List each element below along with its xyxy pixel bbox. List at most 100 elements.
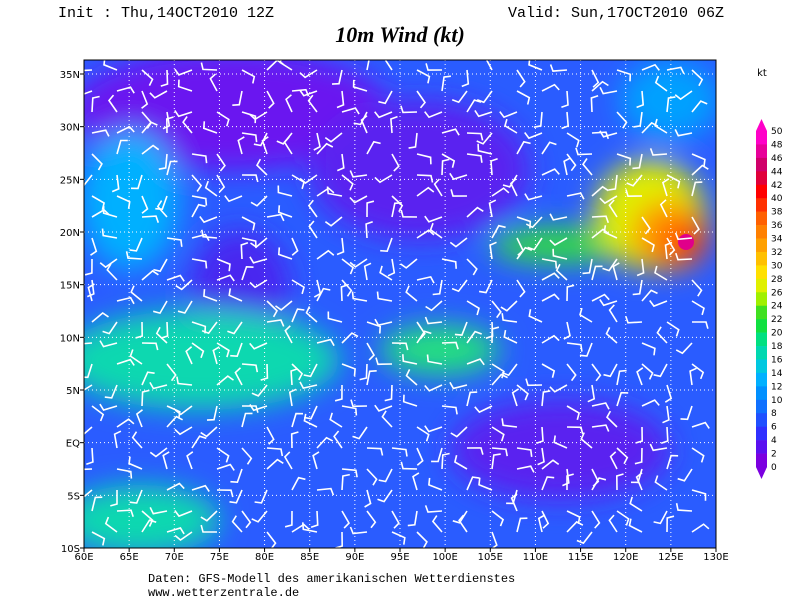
wind-barb xyxy=(400,105,418,114)
wind-barb xyxy=(166,237,183,247)
wind-barb xyxy=(141,121,158,134)
wind-barb xyxy=(616,153,632,166)
wind-barb xyxy=(478,279,493,294)
wind-barb xyxy=(691,523,710,533)
wind-barb xyxy=(266,426,275,445)
wind-barb xyxy=(541,168,560,176)
colorbar-label: 14 xyxy=(771,369,783,379)
wind-barb xyxy=(84,174,93,187)
wind-barb xyxy=(341,510,350,529)
lon-label: 95E xyxy=(390,552,409,563)
wind-barb xyxy=(141,144,160,155)
wind-barb xyxy=(591,131,610,140)
wind-barb xyxy=(516,517,528,533)
wind-barb xyxy=(166,527,185,535)
wind-barb xyxy=(616,69,632,82)
lon-label: 90E xyxy=(345,552,364,563)
wind-barb xyxy=(324,216,343,227)
wind-barb xyxy=(566,192,585,200)
wind-barb xyxy=(363,262,372,281)
valid-time: Valid: Sun,17OCT2010 06Z xyxy=(508,5,724,22)
wind-barb xyxy=(334,384,343,402)
wind-barb xyxy=(416,447,424,466)
wind-barb xyxy=(499,111,518,119)
wind-barb xyxy=(516,384,529,401)
wind-barb xyxy=(537,447,545,466)
wind-barb xyxy=(441,452,450,470)
wind-barb xyxy=(641,237,655,253)
wind-barb xyxy=(566,284,575,302)
wind-barb xyxy=(433,178,443,197)
wind-barb xyxy=(591,80,609,92)
wind-barb xyxy=(400,258,418,269)
wind-barb xyxy=(349,170,368,178)
wind-barb xyxy=(313,132,321,151)
wind-barb xyxy=(641,342,656,356)
wind-barb xyxy=(537,514,546,533)
wind-barb xyxy=(141,342,159,351)
wind-barb xyxy=(666,237,676,256)
colorbar-label: 36 xyxy=(771,221,783,231)
wind-barb xyxy=(307,94,318,113)
wind-barb xyxy=(374,404,393,412)
wind-barb xyxy=(603,363,618,378)
wind-barb xyxy=(359,363,368,381)
colorbar-swatch xyxy=(756,332,767,347)
wind-barb xyxy=(449,237,468,248)
wind-barb xyxy=(549,64,568,72)
wind-barb xyxy=(491,224,506,239)
wind-barb xyxy=(149,507,168,515)
footer-source: Daten: GFS-Modell des amerikanischen Wet… xyxy=(148,572,515,586)
wind-barb xyxy=(566,342,583,352)
wind-barb xyxy=(488,199,497,218)
wind-barb xyxy=(241,447,253,465)
wind-barb xyxy=(116,139,128,155)
wind-barb xyxy=(582,258,593,275)
wind-barb xyxy=(84,69,93,72)
wind-barb xyxy=(102,321,118,335)
wind-barb xyxy=(691,421,710,429)
wind-barb xyxy=(527,237,543,251)
wind-barb xyxy=(416,90,427,109)
wind-barb xyxy=(116,358,135,366)
wind-barb xyxy=(230,342,243,358)
wind-barb xyxy=(279,60,293,71)
wind-field xyxy=(84,60,716,548)
wind-barb xyxy=(84,363,93,379)
wind-barb xyxy=(374,174,393,184)
colorbar-label: 28 xyxy=(771,275,783,285)
wind-barb xyxy=(260,363,269,381)
wind-barb xyxy=(502,174,518,188)
colorbar-label: 18 xyxy=(771,342,783,352)
colorbar-swatch xyxy=(756,198,767,212)
wind-barb xyxy=(391,510,400,529)
init-time: Init : Thu,14OCT2010 12Z xyxy=(58,5,274,22)
wind-barb xyxy=(666,321,680,337)
wind-barb xyxy=(549,384,568,393)
colorbar-label: 4 xyxy=(771,436,777,446)
wind-barb xyxy=(602,258,618,272)
colorbar-swatch xyxy=(756,453,767,468)
wind-barb xyxy=(241,265,254,281)
wind-barb xyxy=(165,116,174,134)
wind-barb xyxy=(155,326,168,344)
wind-barb xyxy=(591,69,600,88)
wind-barb xyxy=(432,279,443,296)
wind-barb xyxy=(615,473,624,491)
lon-labels: 60E 65E 70E 75E 80E 85E 90E 95E 100E 105E 110E 115E… xyxy=(74,548,729,563)
wind-barb xyxy=(191,342,205,359)
wind-barb xyxy=(524,132,543,140)
lat-label: 35N xyxy=(60,70,80,81)
wind-barb xyxy=(307,199,318,218)
wind-barb xyxy=(284,325,293,344)
wind-barb xyxy=(316,287,331,302)
wind-barb xyxy=(641,399,660,407)
wind-barb xyxy=(566,510,581,525)
wind-barb xyxy=(84,468,93,471)
wind-barb xyxy=(216,447,230,463)
wind-barb xyxy=(566,426,584,435)
wind-barb xyxy=(441,405,458,415)
wind-barb xyxy=(341,363,356,376)
wind-barb xyxy=(141,371,155,386)
wind-barb xyxy=(449,172,468,181)
